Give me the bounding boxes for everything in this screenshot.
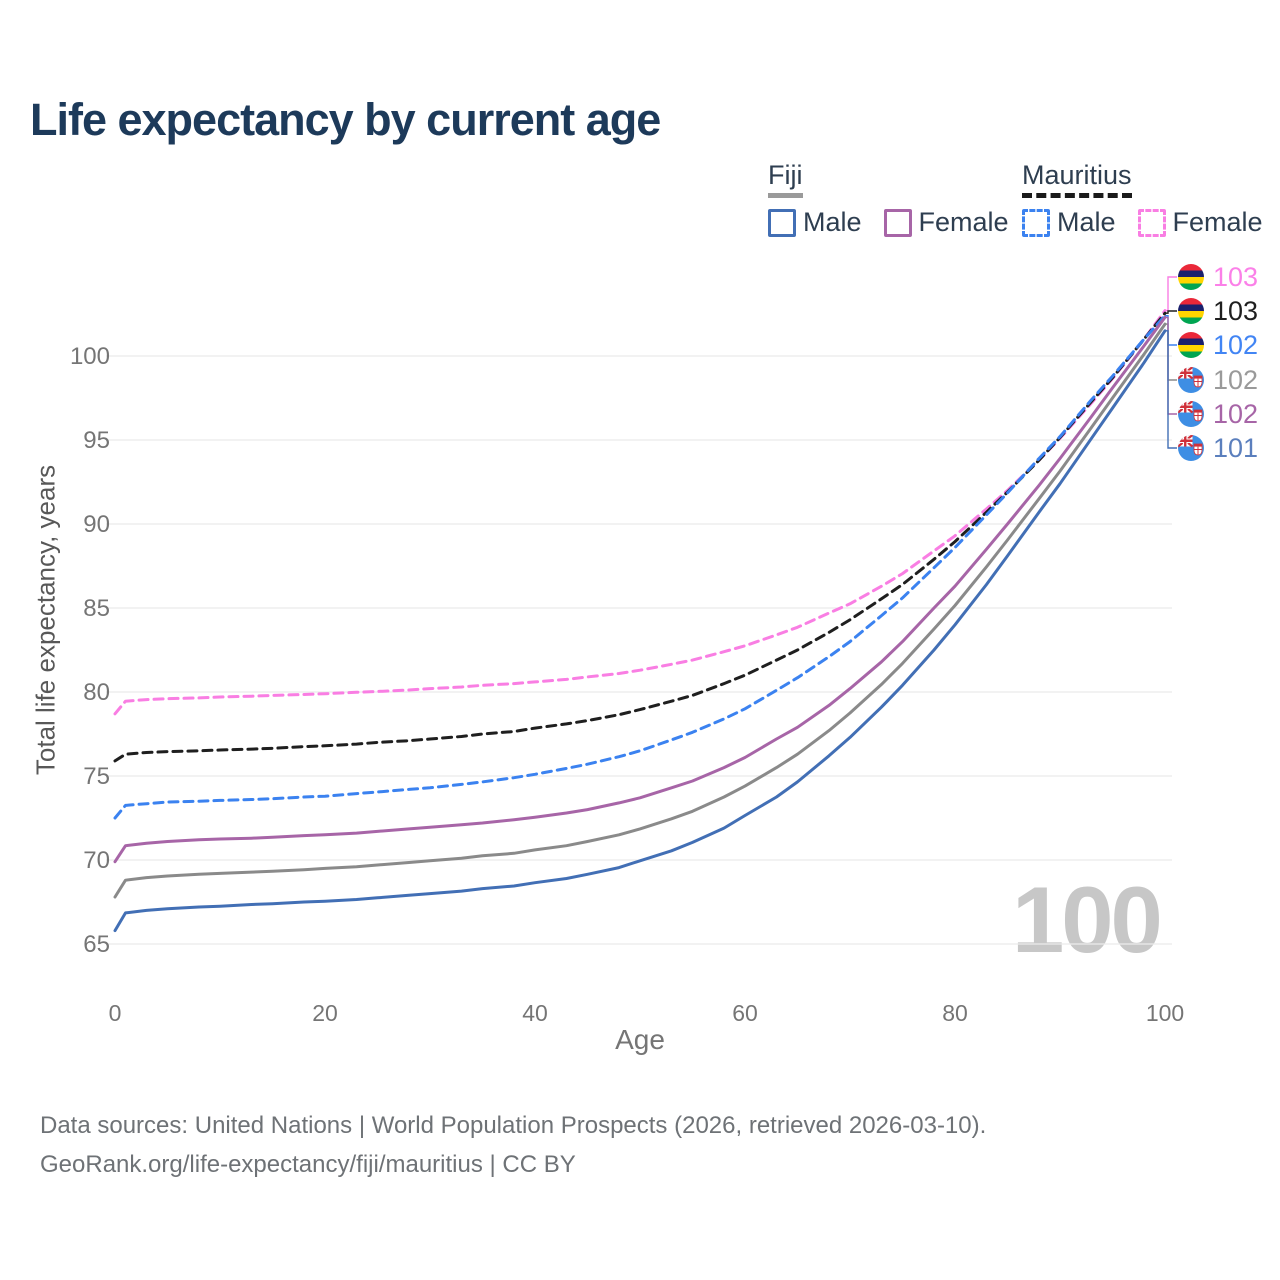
legend-item-mauritius-female[interactable]: Female — [1137, 207, 1263, 238]
fiji-female-swatch-icon — [883, 208, 912, 237]
legend-title-mauritius: Mauritius — [1022, 160, 1132, 198]
x-tick-label: 80 — [942, 1000, 968, 1026]
end-value-label: 102 — [1213, 330, 1258, 360]
x-tick-label: 0 — [109, 1000, 122, 1026]
leader-line — [1165, 310, 1177, 314]
legend-label: Female — [918, 207, 1009, 237]
fiji-flag-icon — [1178, 401, 1204, 427]
y-tick-label: 85 — [83, 595, 110, 622]
y-tick-label: 100 — [70, 343, 110, 370]
line-mauritius-male[interactable] — [113, 314, 1167, 820]
legend-label: Male — [803, 207, 862, 237]
end-value-label: 102 — [1213, 399, 1258, 429]
x-tick-label: 40 — [522, 1000, 548, 1026]
legend-item-fiji-female[interactable]: Female — [883, 207, 1009, 238]
y-tick-label: 80 — [83, 679, 110, 706]
line-mauritius-total[interactable] — [113, 311, 1167, 763]
x-tick-label: 100 — [1146, 1000, 1184, 1026]
y-tick-label: 65 — [83, 931, 110, 958]
legend-label: Female — [1172, 207, 1263, 237]
page-title: Life expectancy by current age — [30, 94, 661, 145]
y-tick-label: 75 — [83, 763, 110, 790]
fiji-flag-icon — [1178, 367, 1204, 393]
line-fiji-female[interactable] — [113, 315, 1167, 864]
legend-group-mauritius: Mauritius Male Female — [1022, 160, 1263, 238]
mauritius-flag-icon — [1178, 264, 1204, 290]
footer-attribution: GeoRank.org/life-expectancy/fiji/mauriti… — [40, 1151, 576, 1178]
leader-line — [1165, 330, 1177, 449]
end-value-label: 103 — [1213, 296, 1258, 326]
leader-line — [1165, 316, 1177, 415]
footer: Data sources: United Nations | World Pop… — [40, 1106, 986, 1184]
line-mauritius-female[interactable] — [113, 309, 1167, 716]
y-tick-label: 90 — [83, 511, 110, 538]
age-watermark: 100 — [1012, 867, 1163, 972]
footer-data-sources: Data sources: United Nations | World Pop… — [40, 1112, 987, 1139]
y-tick-label: 95 — [83, 427, 110, 454]
legend-title-fiji: Fiji — [768, 160, 803, 198]
x-tick-label: 20 — [312, 1000, 338, 1026]
leader-line — [1165, 276, 1177, 312]
leader-line — [1165, 323, 1177, 381]
legend-row-mauritius: Male Female — [1022, 207, 1263, 238]
mauritius-flag-icon — [1178, 298, 1204, 324]
legend-group-fiji: Fiji Male Female — [768, 160, 1009, 238]
line-fiji-male[interactable] — [113, 329, 1167, 933]
fiji-male-swatch-icon — [768, 208, 796, 237]
end-value-label: 102 — [1213, 365, 1258, 395]
end-value-label: 103 — [1213, 262, 1258, 292]
mauritius-female-swatch-icon — [1137, 208, 1166, 237]
legend-item-mauritius-male[interactable]: Male — [1022, 207, 1116, 238]
legend-label: Male — [1057, 207, 1116, 237]
mauritius-flag-icon — [1178, 332, 1204, 358]
mauritius-male-swatch-icon — [1022, 208, 1050, 237]
end-value-label: 101 — [1213, 433, 1258, 463]
legend-item-fiji-male[interactable]: Male — [768, 207, 862, 238]
fiji-flag-icon — [1178, 435, 1204, 461]
legend-row-fiji: Male Female — [768, 207, 1009, 238]
x-axis-title: Age — [615, 1024, 665, 1055]
line-fiji-total[interactable] — [113, 322, 1167, 899]
x-tick-label: 60 — [732, 1000, 758, 1026]
y-tick-label: 70 — [83, 847, 110, 874]
